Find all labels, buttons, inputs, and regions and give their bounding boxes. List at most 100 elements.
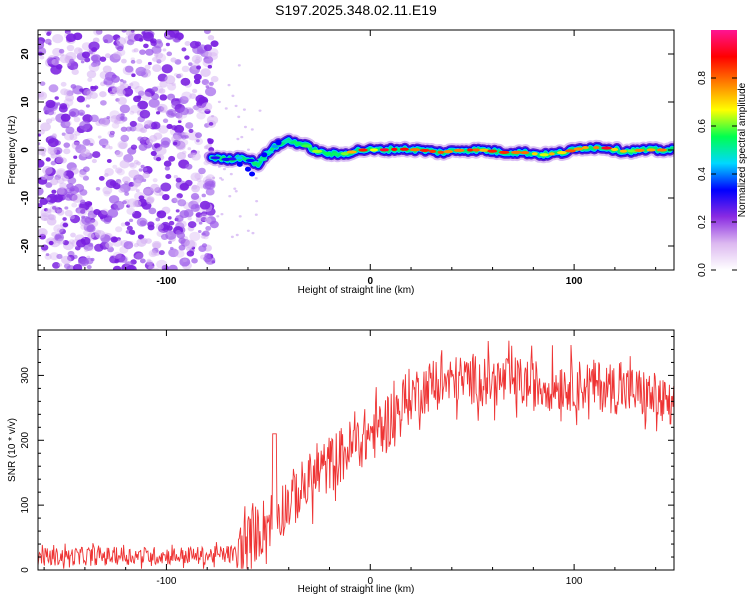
spectrogram-noise-region — [38, 30, 262, 270]
noise-speckle — [178, 220, 187, 228]
snr-series-line — [38, 340, 674, 569]
colorbar-scale — [711, 30, 737, 270]
noise-speckle — [199, 200, 211, 210]
noise-speckle — [185, 163, 193, 170]
noise-speckle — [71, 202, 78, 208]
noise-speckle — [222, 167, 226, 171]
noise-speckle — [80, 209, 86, 214]
noise-speckle — [147, 61, 152, 66]
noise-speckle — [186, 250, 195, 257]
spectrogram-y-tick-label: 10 — [20, 96, 31, 108]
noise-speckle — [89, 142, 94, 146]
noise-speckle — [251, 231, 255, 235]
noise-speckle — [54, 157, 63, 165]
noise-speckle — [191, 106, 196, 110]
noise-speckle — [59, 182, 68, 189]
noise-speckle — [176, 193, 183, 199]
noise-speckle — [57, 238, 65, 245]
noise-speckle — [150, 183, 160, 192]
noise-speckle — [132, 210, 142, 219]
noise-speckle — [164, 75, 176, 85]
noise-speckle — [156, 38, 162, 44]
noise-speckle — [173, 38, 179, 43]
snr-x-tick-label: -100 — [156, 576, 176, 587]
noise-speckle — [40, 232, 46, 237]
noise-speckle — [188, 62, 193, 66]
noise-speckle — [195, 105, 203, 112]
noise-speckle — [124, 221, 131, 226]
noise-speckle — [206, 115, 219, 125]
noise-speckle — [132, 200, 142, 208]
noise-speckle — [73, 140, 80, 146]
noise-speckle — [201, 79, 210, 86]
signal-core — [443, 150, 454, 154]
noise-speckle — [179, 257, 191, 267]
noise-speckle — [150, 150, 157, 157]
noise-speckle — [119, 104, 131, 114]
noise-speckle — [139, 49, 146, 55]
snr-y-tick-label: 300 — [20, 367, 31, 384]
noise-speckle — [122, 87, 134, 97]
noise-speckle — [189, 93, 197, 100]
colorbar-tick-label: 0.8 — [697, 71, 708, 85]
noise-speckle — [78, 257, 90, 267]
snr-axes: -100 0 100 0 100 200 300 — [20, 330, 674, 587]
noise-speckle — [73, 47, 83, 55]
signal-core — [409, 148, 420, 152]
noise-speckle — [80, 60, 85, 64]
noise-speckle — [53, 176, 59, 181]
noise-speckle — [208, 48, 219, 57]
noise-speckle — [108, 133, 115, 138]
noise-speckle — [247, 148, 251, 151]
noise-speckle — [160, 182, 172, 192]
noise-speckle — [146, 258, 152, 263]
noise-speckle — [38, 118, 42, 123]
noise-speckle — [184, 135, 189, 139]
noise-speckle — [203, 55, 213, 64]
noise-speckle — [148, 265, 155, 270]
snr-frame — [37, 329, 675, 571]
noise-speckle — [143, 43, 149, 49]
noise-speckle — [109, 53, 121, 63]
noise-speckle — [228, 195, 232, 198]
noise-speckle — [146, 259, 154, 266]
snr-y-tick-label: 200 — [20, 431, 31, 448]
noise-speckle — [53, 224, 64, 234]
noise-speckle — [83, 128, 88, 132]
noise-speckle — [176, 151, 187, 160]
noise-speckle — [38, 159, 45, 168]
noise-speckle — [155, 157, 162, 162]
noise-speckle — [211, 114, 215, 118]
noise-speckle — [158, 88, 166, 94]
noise-speckle — [181, 65, 190, 73]
noise-speckle — [188, 200, 199, 210]
noise-speckle — [125, 126, 132, 132]
noise-speckle — [138, 143, 148, 151]
noise-speckle — [72, 263, 83, 270]
noise-speckle — [191, 185, 201, 193]
noise-speckle — [126, 207, 136, 215]
colorbar: 0.0 0.2 0.4 0.6 0.8 Normalized spectral ampl… — [697, 30, 748, 277]
noise-speckle — [104, 173, 109, 177]
chart-title: S197.2025.348.02.11.E19 — [275, 2, 437, 18]
noise-speckle — [56, 169, 65, 177]
noise-speckle — [110, 236, 118, 243]
spectrogram-y-tick-label: -10 — [20, 190, 31, 205]
noise-speckle — [128, 218, 134, 223]
noise-speckle — [87, 77, 93, 82]
noise-speckle — [86, 70, 97, 79]
noise-speckle — [155, 146, 167, 156]
noise-speckle — [178, 237, 186, 244]
noise-speckle — [66, 62, 71, 67]
noise-speckle — [183, 209, 194, 218]
noise-speckle — [207, 35, 215, 41]
signal-core — [453, 148, 465, 152]
noise-speckle — [171, 125, 178, 131]
noise-speckle — [64, 30, 71, 35]
noise-speckle — [105, 179, 117, 189]
noise-speckle — [139, 258, 146, 264]
noise-speckle — [193, 73, 202, 81]
noise-speckle — [196, 48, 205, 55]
